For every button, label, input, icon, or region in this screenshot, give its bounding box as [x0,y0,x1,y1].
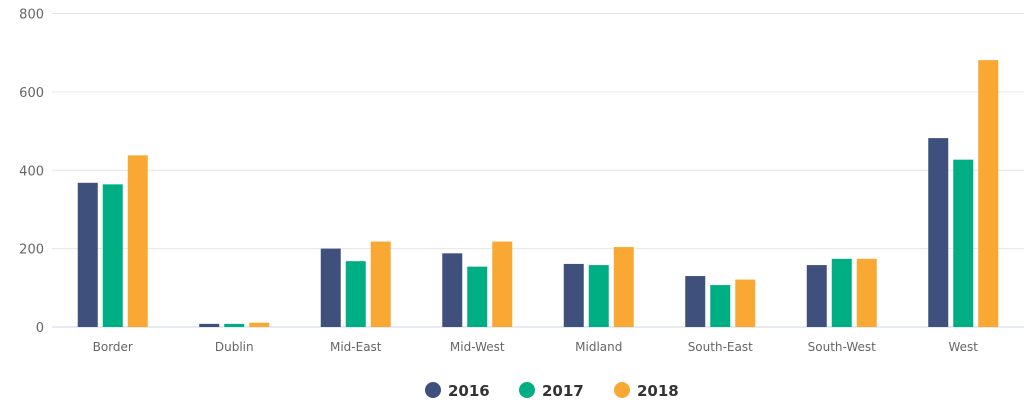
bar-mid-west-2016 [442,253,463,327]
x-tick-label: South-East [688,340,753,354]
legend-label-2016: 2016 [448,382,490,400]
bars [77,60,999,328]
x-tick-label: Mid-West [450,340,505,354]
bar-midland-2018 [613,247,634,327]
bar-border-2018 [127,155,148,327]
bar-midland-2017 [588,265,609,327]
x-tick-label: Border [93,340,133,354]
x-tick-label: South-West [808,340,877,354]
bar-south-east-2016 [685,276,706,327]
bar-south-west-2016 [806,265,827,327]
x-tick-label: Mid-East [330,340,382,354]
bar-border-2017 [102,184,123,327]
bar-south-west-2017 [831,258,852,327]
x-tick-label: Dublin [215,340,254,354]
bar-mid-west-2017 [467,266,488,327]
x-tick-label: Midland [575,340,622,354]
bar-dublin-2018 [249,322,270,327]
bar-dublin-2017 [224,323,245,327]
bar-border-2016 [77,182,98,327]
x-tick-label: West [948,340,978,354]
bar-west-2018 [978,60,999,328]
legend: 2016 2017 2018 [425,382,679,400]
legend-label-2017: 2017 [542,382,584,400]
bar-west-2016 [928,138,949,327]
y-tick-label: 400 [19,164,44,179]
y-tick-label: 200 [19,243,44,258]
x-axis: Border Dublin Mid-East Mid-West Midland South… [93,340,979,354]
bar-south-west-2018 [856,258,877,327]
legend-marker-2018 [614,382,630,398]
y-axis: 0 200 400 600 800 [19,8,44,337]
bar-mid-east-2018 [370,241,391,327]
y-tick-label: 800 [19,8,44,23]
bar-midland-2016 [563,263,584,327]
bar-west-2017 [953,159,974,327]
y-tick-label: 600 [19,86,44,101]
bar-mid-east-2017 [345,261,366,327]
bar-south-east-2017 [710,285,731,327]
legend-marker-2016 [425,382,441,398]
bar-south-east-2018 [735,279,756,327]
bar-mid-east-2016 [320,248,341,327]
bar-dublin-2016 [199,323,220,327]
legend-marker-2017 [519,382,535,398]
legend-label-2018: 2018 [637,382,679,400]
gridlines [52,13,1024,328]
y-tick-label: 0 [36,321,44,336]
bar-mid-west-2018 [492,241,513,327]
